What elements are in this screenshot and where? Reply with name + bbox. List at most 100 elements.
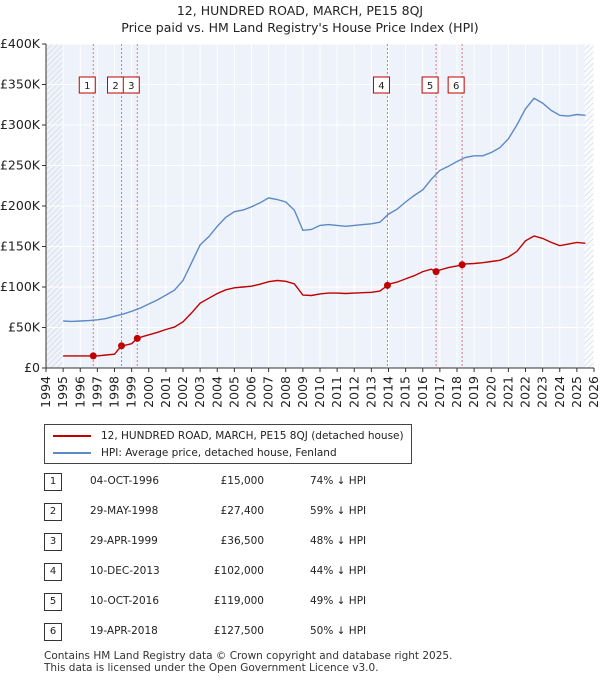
table-row: 5 10-OCT-2016 £119,000 49% ↓ HPI — [44, 592, 444, 612]
sale-label-box — [447, 76, 465, 94]
table-row: 6 19-APR-2018 £127,500 50% ↓ HPI — [44, 622, 444, 642]
x-tick-label: 2003 — [192, 376, 207, 408]
legend-item-hpi: HPI: Average price, detached house, Fenl… — [53, 445, 337, 461]
sale-label: 3 — [128, 81, 134, 92]
y-tick-label: £350K — [0, 77, 41, 92]
sale-number: 2 — [44, 503, 62, 521]
sale-hpi-diff: 48% ↓ HPI — [310, 535, 367, 547]
sale-date: 19-APR-2018 — [90, 625, 158, 637]
title-line-2: Price paid vs. HM Land Registry's House … — [121, 20, 479, 35]
sale-date: 04-OCT-1996 — [90, 475, 159, 487]
x-tick-label: 2011 — [329, 376, 344, 408]
sale-hpi-diff: 74% ↓ HPI — [310, 475, 367, 487]
sale-point — [383, 281, 391, 289]
x-tick-label: 1998 — [107, 376, 122, 408]
sale-label: 6 — [453, 81, 459, 92]
x-tick-label: 2014 — [381, 376, 396, 408]
sale-number: 1 — [44, 473, 62, 491]
sale-price: £127,500 — [213, 625, 264, 637]
sale-hpi-diff: 50% ↓ HPI — [310, 625, 367, 637]
sale-date: 10-OCT-2016 — [90, 595, 159, 607]
x-tick-label: 1999 — [124, 376, 139, 408]
sale-price: £15,000 — [220, 475, 264, 487]
x-tick-label: 2005 — [226, 376, 241, 408]
sale-number: 6 — [44, 623, 62, 641]
x-tick-label: 2022 — [518, 376, 533, 408]
sale-hpi-diff: 49% ↓ HPI — [310, 595, 367, 607]
sale-date: 10-DEC-2013 — [90, 565, 160, 577]
legend-label-property: 12, HUNDRED ROAD, MARCH, PE15 8QJ (detac… — [101, 430, 404, 442]
x-tick-label: 2017 — [432, 376, 447, 408]
x-tick-label: 2002 — [175, 376, 190, 408]
sale-point — [133, 334, 141, 342]
x-tick-label: 2009 — [295, 376, 310, 408]
x-tick-label: 2023 — [535, 376, 550, 408]
sale-label: 1 — [84, 81, 90, 92]
sale-point — [118, 342, 126, 350]
x-tick-label: 2000 — [141, 376, 156, 408]
x-tick-label: 2006 — [244, 376, 259, 408]
y-tick-label: £0 — [24, 360, 40, 375]
legend-item-property: 12, HUNDRED ROAD, MARCH, PE15 8QJ (detac… — [53, 428, 404, 444]
footer: Contains HM Land Registry data © Crown c… — [44, 650, 452, 674]
x-tick-label: 2010 — [312, 376, 327, 408]
y-tick-label: £100K — [0, 279, 41, 294]
x-tick-label: 2004 — [209, 376, 224, 408]
table-row: 4 10-DEC-2013 £102,000 44% ↓ HPI — [44, 562, 444, 582]
sale-label: 5 — [427, 81, 433, 92]
sale-date: 29-MAY-1998 — [90, 505, 159, 517]
sale-point — [89, 352, 97, 360]
sale-label-box — [421, 76, 439, 94]
x-tick-label: 2025 — [569, 376, 584, 408]
x-tick-label: 2008 — [278, 376, 293, 408]
x-tick-label: 1995 — [55, 376, 70, 408]
title-line-1: 12, HUNDRED ROAD, MARCH, PE15 8QJ — [176, 3, 424, 18]
sale-label-box — [122, 76, 140, 94]
sale-label: 4 — [378, 81, 384, 92]
x-tick-label: 1994 — [38, 376, 53, 408]
sale-price: £119,000 — [213, 595, 264, 607]
table-row: 2 29-MAY-1998 £27,400 59% ↓ HPI — [44, 502, 444, 522]
x-tick-label: 1997 — [89, 376, 104, 408]
footer-copyright: Contains HM Land Registry data © Crown c… — [44, 650, 453, 662]
sale-date: 29-APR-1999 — [90, 535, 158, 547]
chart-title: 12, HUNDRED ROAD, MARCH, PE15 8QJ Price … — [0, 2, 600, 36]
table-row: 3 29-APR-1999 £36,500 48% ↓ HPI — [44, 532, 444, 552]
legend-swatch-property — [53, 435, 91, 437]
sale-number: 5 — [44, 593, 62, 611]
legend: 12, HUNDRED ROAD, MARCH, PE15 8QJ (detac… — [44, 424, 412, 464]
price-chart: 1 2 3 4 5 6£0£50K£100K£150K£200K£250K£300K£35… — [0, 36, 600, 408]
y-tick-label: £200K — [0, 198, 41, 213]
sale-point — [432, 268, 440, 276]
sale-number: 3 — [44, 533, 62, 551]
legend-swatch-hpi — [53, 452, 91, 454]
y-tick-label: £300K — [0, 117, 41, 132]
footer-license: This data is licensed under the Open Gov… — [44, 662, 379, 674]
x-tick-label: 1996 — [72, 376, 87, 408]
y-tick-label: £150K — [0, 239, 41, 254]
x-tick-label: 2021 — [500, 376, 515, 408]
sale-hpi-diff: 59% ↓ HPI — [310, 505, 367, 517]
sale-label-box — [78, 76, 96, 94]
sale-point — [458, 261, 466, 269]
y-tick-label: £250K — [0, 158, 41, 173]
x-tick-label: 2015 — [398, 376, 413, 408]
y-tick-label: £400K — [0, 36, 41, 51]
sale-price: £102,000 — [213, 565, 264, 577]
x-tick-label: 2013 — [363, 376, 378, 408]
y-tick-label: £50K — [8, 320, 41, 335]
x-tick-label: 2026 — [586, 376, 600, 408]
table-row: 1 04-OCT-1996 £15,000 74% ↓ HPI — [44, 472, 444, 492]
x-tick-label: 2007 — [261, 376, 276, 408]
x-tick-label: 2020 — [483, 376, 498, 408]
hpi-series-line — [63, 97, 586, 323]
x-tick-label: 2001 — [158, 376, 173, 408]
x-tick-label: 2012 — [346, 376, 361, 408]
x-tick-label: 2019 — [466, 376, 481, 408]
sale-price: £36,500 — [220, 535, 264, 547]
sale-hpi-diff: 44% ↓ HPI — [310, 565, 367, 577]
sale-number: 4 — [44, 563, 62, 581]
legend-label-hpi: HPI: Average price, detached house, Fenl… — [101, 447, 337, 459]
sale-label: 2 — [112, 81, 118, 92]
x-tick-label: 2024 — [552, 376, 567, 408]
